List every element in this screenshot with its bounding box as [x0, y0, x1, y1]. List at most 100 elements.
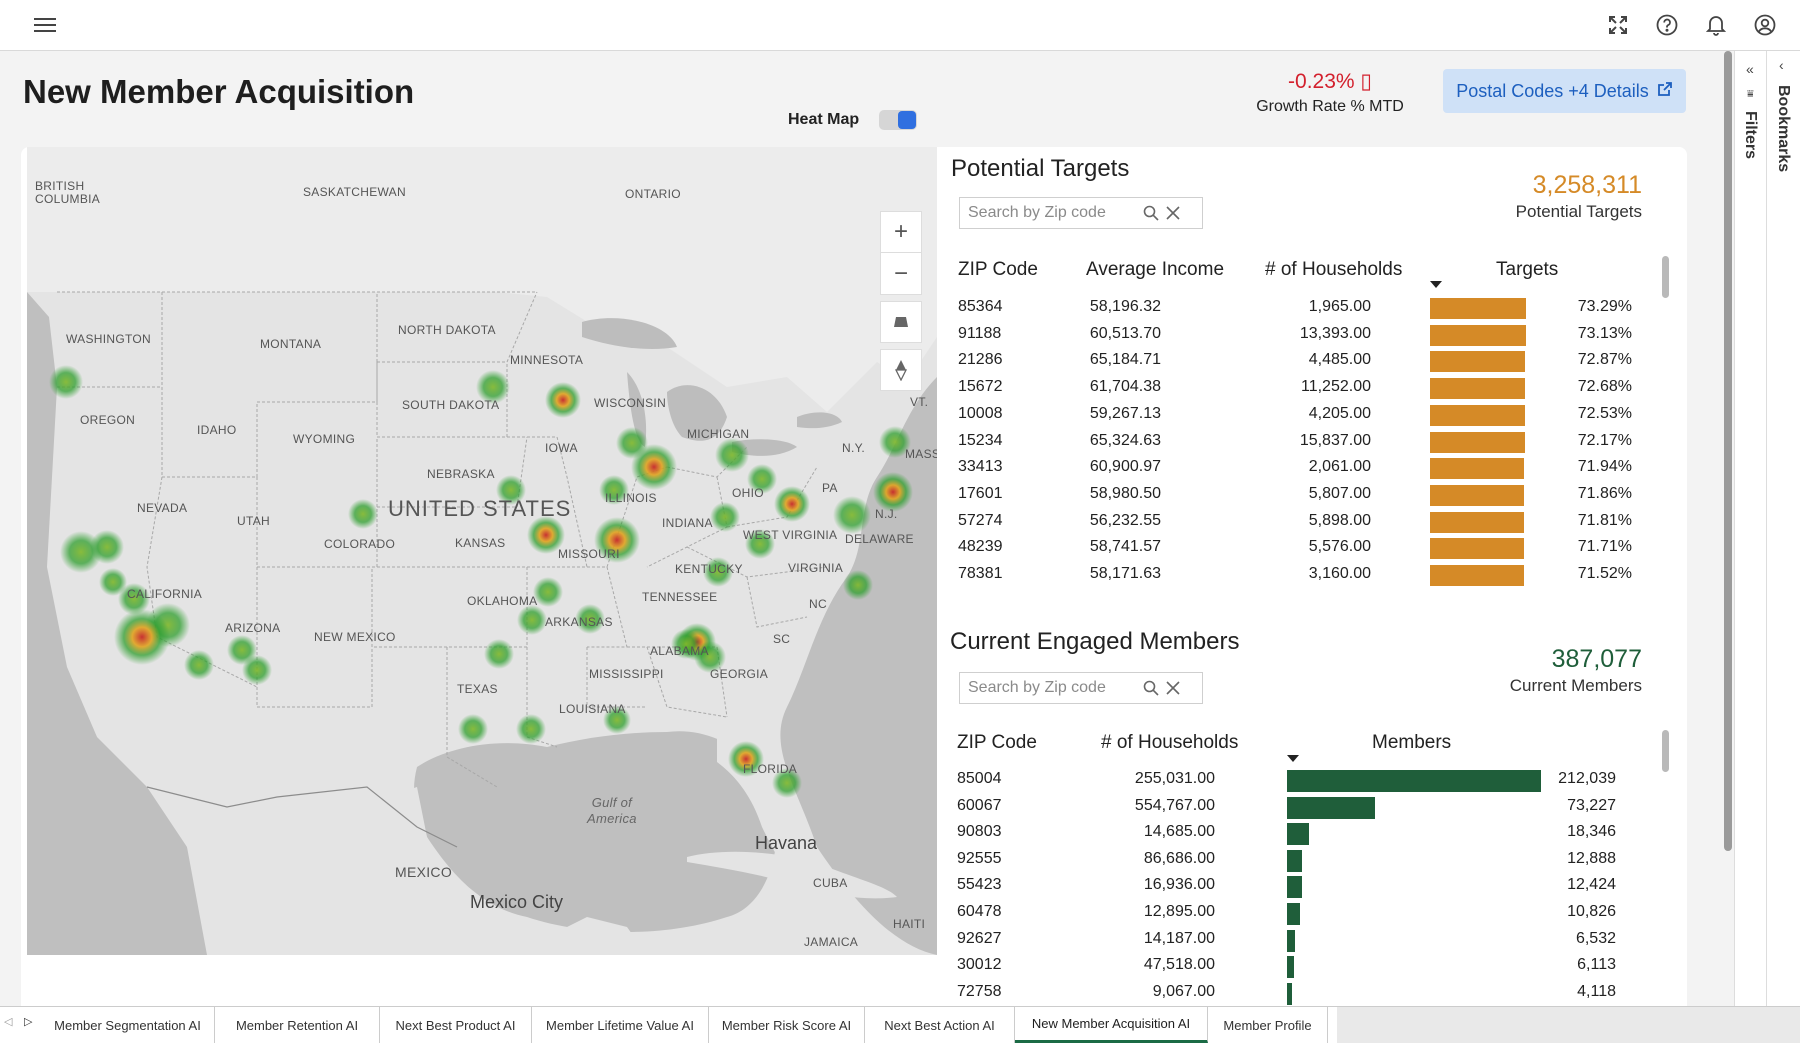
table-row[interactable]: 60478 12,895.00 10,826	[957, 903, 1657, 929]
table-row[interactable]: 92627 14,187.00 6,532	[957, 929, 1657, 956]
map-label-georgia: GEORGIA	[710, 667, 769, 681]
members-col-zip[interactable]: ZIP Code	[957, 732, 1037, 753]
targets-bar	[1430, 351, 1526, 373]
clear-icon[interactable]	[1162, 202, 1184, 224]
page-title: New Member Acquisition	[23, 73, 415, 110]
current-members-kpi-label: Current Members	[1509, 676, 1642, 695]
table-row[interactable]: 78381 58,171.63 3,160.00 71.52%	[958, 565, 1658, 591]
map-label-minnesota: MINNESOTA	[510, 353, 584, 367]
tab-member-lifetime-value-ai[interactable]: Member Lifetime Value AI	[532, 1007, 709, 1043]
tab-member-profile[interactable]: Member Profile	[1208, 1007, 1328, 1043]
table-row[interactable]: 15234 65,324.63 15,837.00 72.17%	[958, 431, 1658, 458]
tab-next-best-product-ai[interactable]: Next Best Product AI	[380, 1007, 532, 1043]
households-cell: 47,518.00	[1143, 956, 1215, 974]
targets-scrollbar[interactable]	[1662, 256, 1669, 298]
members-col-households[interactable]: # of Households	[1101, 732, 1239, 753]
households-cell: 9,067.00	[1152, 982, 1215, 1000]
targets-col-households[interactable]: # of Households	[1265, 259, 1403, 280]
table-row[interactable]: 15672 61,704.38 11,252.00 72.68%	[958, 378, 1658, 404]
map-label-mississippi: MISSISSIPPI	[589, 667, 664, 681]
tab-new-member-acquisition-ai[interactable]: New Member Acquisition AI	[1015, 1007, 1208, 1043]
households-cell: 11,252.00	[1301, 378, 1371, 396]
table-row[interactable]: 30012 47,518.00 6,113	[957, 956, 1657, 982]
heat-map[interactable]: BRITISH COLUMBIA SASKATCHEWAN ONTARIO WA…	[27, 147, 937, 955]
table-row[interactable]: 48239 58,741.57 5,576.00 71.71%	[958, 538, 1658, 564]
zip-cell: 72758	[957, 982, 1002, 1000]
table-row[interactable]: 55423 16,936.00 12,424	[957, 876, 1657, 902]
map-label-oregon: OREGON	[80, 413, 136, 427]
collapse-left-icon[interactable]: «	[1746, 61, 1754, 77]
heat-layer	[49, 365, 913, 798]
targets-bar	[1430, 565, 1524, 586]
targets-col-income[interactable]: Average Income	[1086, 259, 1225, 280]
table-row[interactable]: 60067 554,767.00 73,227	[957, 796, 1657, 823]
tab-member-risk-score-ai[interactable]: Member Risk Score AI	[709, 1007, 865, 1043]
map-label-virginia: VIRGINIA	[788, 561, 844, 575]
table-row[interactable]: 57274 56,232.55 5,898.00 71.81%	[958, 511, 1658, 538]
targets-col-targets[interactable]: Targets	[1496, 259, 1559, 280]
table-row[interactable]: 17601 58,980.50 5,807.00 71.86%	[958, 484, 1658, 511]
members-table: ZIP Code # of Households Members 85004 25…	[957, 732, 1657, 1006]
fullscreen-icon[interactable]	[1605, 12, 1631, 38]
members-bar	[1287, 903, 1300, 925]
members-bar	[1287, 796, 1375, 819]
members-value-cell: 6,113	[1577, 956, 1616, 974]
members-value-cell: 10,826	[1567, 903, 1616, 920]
heat-map-toggle[interactable]	[879, 110, 917, 130]
search-icon[interactable]	[1140, 202, 1162, 224]
help-icon[interactable]	[1654, 12, 1680, 38]
members-search-input[interactable]	[960, 679, 1140, 697]
map-label-indiana: INDIANA	[662, 516, 713, 530]
tab-member-segmentation-ai[interactable]: Member Segmentation AI	[41, 1007, 215, 1043]
targets-col-zip[interactable]: ZIP Code	[958, 259, 1038, 280]
table-row[interactable]: 85364 58,196.32 1,965.00 73.29%	[958, 298, 1658, 324]
zoom-out-icon[interactable]: −	[880, 253, 922, 295]
page-scrollbar-thumb[interactable]	[1724, 51, 1732, 851]
growth-rate-kpi: -0.23% ▯ Growth Rate % MTD	[1240, 69, 1420, 116]
targets-bar	[1430, 511, 1525, 533]
income-cell: 58,980.50	[1089, 484, 1161, 502]
search-icon[interactable]	[1140, 677, 1162, 699]
map-label-mass: MASS	[905, 447, 937, 461]
map-label-missouri: MISSOURI	[558, 547, 620, 561]
compass-icon[interactable]	[880, 349, 922, 391]
households-cell: 554,767.00	[1134, 796, 1215, 814]
members-scrollbar[interactable]	[1662, 730, 1669, 772]
households-cell: 16,936.00	[1143, 876, 1215, 894]
table-row[interactable]: 91188 60,513.70 13,393.00 73.13%	[958, 324, 1658, 351]
table-row[interactable]: 33413 60,900.97 2,061.00 71.94%	[958, 458, 1658, 484]
filters-pane[interactable]: « ⩸ Filters	[1734, 51, 1766, 1006]
table-row[interactable]: 21286 65,184.71 4,485.00 72.87%	[958, 351, 1658, 377]
tab-member-retention-ai[interactable]: Member Retention AI	[215, 1007, 380, 1043]
zoom-in-icon[interactable]: +	[880, 211, 922, 253]
collapse-bookmarks-icon[interactable]: ‹	[1779, 57, 1784, 73]
page-scrollbar[interactable]	[1722, 51, 1734, 1006]
clear-icon[interactable]	[1162, 677, 1184, 699]
postal-codes-details-button[interactable]: Postal Codes +4 Details	[1443, 69, 1686, 113]
tab-scroll-left-icon[interactable]: ◁	[4, 1016, 13, 1028]
hamburger-menu-icon[interactable]	[34, 15, 56, 35]
targets-search-input[interactable]	[960, 204, 1140, 222]
bookmarks-pane[interactable]: ‹ Bookmarks	[1766, 51, 1800, 1006]
top-icons	[1605, 12, 1778, 38]
table-row[interactable]: 92555 86,686.00 12,888	[957, 849, 1657, 876]
map-label-gulf: Gulf of America	[587, 795, 637, 826]
table-row[interactable]: 72758 9,067.00 4,118	[957, 982, 1657, 1006]
tab-next-best-action-ai[interactable]: Next Best Action AI	[865, 1007, 1015, 1043]
sort-desc-icon[interactable]	[1287, 755, 1299, 762]
table-row[interactable]: 90803 14,685.00 18,346	[957, 823, 1657, 849]
households-cell: 2,061.00	[1308, 458, 1371, 476]
sort-desc-icon[interactable]	[1430, 281, 1442, 288]
members-col-members[interactable]: Members	[1372, 732, 1452, 753]
user-icon[interactable]	[1752, 12, 1778, 38]
table-row[interactable]: 10008 59,267.13 4,205.00 72.53%	[958, 404, 1658, 431]
map-label-wisconsin: WISCONSIN	[594, 396, 667, 410]
tab-scroll-right-icon[interactable]: ▷	[24, 1016, 33, 1028]
map-label-oklahoma: OKLAHOMA	[467, 594, 538, 608]
map-label-illinois: ILLINOIS	[605, 491, 657, 505]
table-row[interactable]: 85004 255,031.00 212,039	[957, 770, 1657, 796]
tilt-icon[interactable]	[880, 301, 922, 343]
income-cell: 58,741.57	[1089, 538, 1161, 556]
map-label-new-mexico: NEW MEXICO	[314, 630, 396, 644]
bell-icon[interactable]	[1703, 12, 1729, 38]
